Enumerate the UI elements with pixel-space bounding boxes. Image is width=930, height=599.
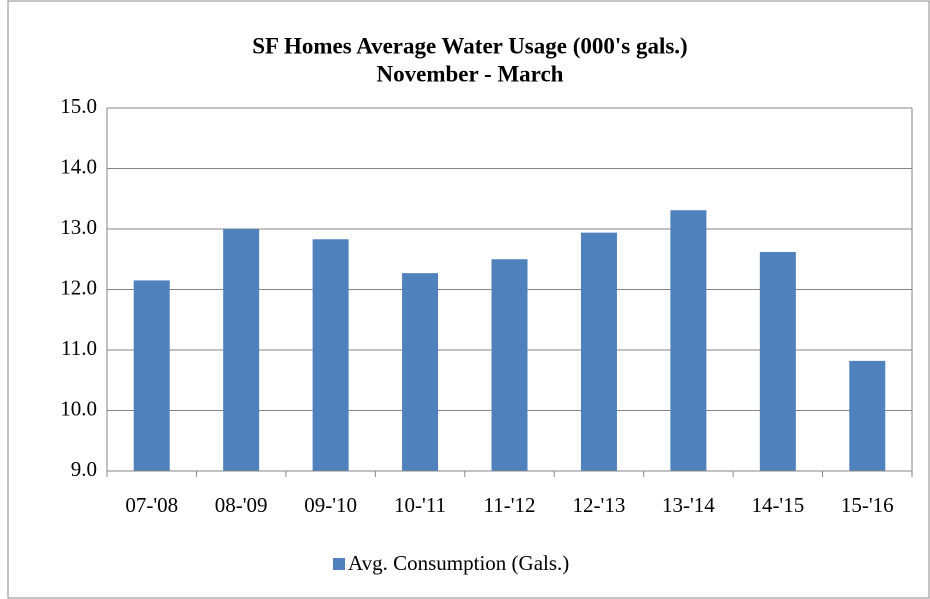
bar [223, 229, 260, 471]
y-tick-label: 9.0 [71, 457, 97, 481]
x-tick-label: 08-'09 [215, 493, 268, 517]
legend-swatch [333, 558, 345, 570]
bar [402, 273, 439, 471]
x-tick-label: 13-'14 [662, 493, 715, 517]
bar [580, 232, 617, 471]
bar [759, 251, 796, 471]
chart-subtitle: November - March [377, 61, 564, 86]
bar [849, 360, 886, 471]
x-tick-label: 15-'16 [841, 493, 894, 517]
bar [312, 239, 349, 471]
legend-label: Avg. Consumption (Gals.) [348, 551, 569, 575]
y-tick-label: 14.0 [60, 154, 97, 178]
x-tick-label: 14-'15 [751, 493, 804, 517]
bar [491, 259, 528, 471]
y-tick-label: 15.0 [60, 94, 97, 118]
bar [133, 280, 170, 471]
x-tick-label: 10-'11 [394, 493, 446, 517]
chart-border [7, 0, 930, 599]
y-tick-label: 10.0 [60, 396, 97, 420]
bar [670, 210, 707, 471]
y-tick-label: 11.0 [61, 336, 97, 360]
y-tick-label: 12.0 [60, 275, 97, 299]
chart-title: SF Homes Average Water Usage (000's gals… [252, 33, 687, 58]
x-tick-label: 09-'10 [304, 493, 357, 517]
x-tick-label: 11-'12 [484, 493, 536, 517]
y-tick-label: 13.0 [60, 215, 97, 239]
x-tick-label: 12-'13 [573, 493, 626, 517]
x-tick-label: 07-'08 [125, 493, 178, 517]
